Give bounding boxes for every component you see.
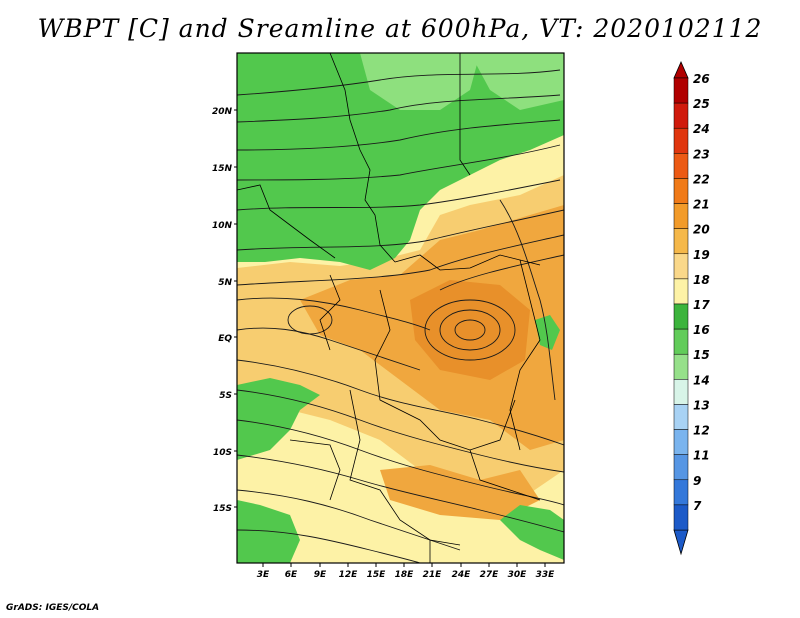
colorbar-swatch xyxy=(674,229,688,254)
colorbar-swatch xyxy=(674,354,688,379)
lat-label: 10S xyxy=(213,448,232,458)
colorbar-swatch xyxy=(674,78,688,103)
lon-label: 21E xyxy=(423,570,443,580)
colorbar-swatch xyxy=(674,204,688,229)
colorbar-swatch xyxy=(674,430,688,455)
colorbar-label: 19 xyxy=(693,248,710,262)
colorbar: 26 25 24 23 22 21 20 19 18 17 16 15 14 13 12 11 9 7 xyxy=(674,62,710,554)
lon-label: 30E xyxy=(508,570,528,580)
lon-axis: 3E 6E 9E 12E 15E 18E 21E 24E 27E 30E 33E xyxy=(257,570,555,580)
colorbar-label: 7 xyxy=(693,499,702,513)
colorbar-label: 25 xyxy=(693,97,710,111)
lon-label: 15E xyxy=(367,570,387,580)
lat-label: 20N xyxy=(212,107,233,117)
footer-credit: GrADS: IGES/COLA xyxy=(6,603,99,613)
colorbar-swatch xyxy=(674,279,688,304)
lon-label: 9E xyxy=(314,570,327,580)
colorbar-swatch xyxy=(674,505,688,530)
colorbar-label: 22 xyxy=(693,172,710,186)
lon-label: 12E xyxy=(339,570,359,580)
colorbar-label: 12 xyxy=(693,424,710,438)
colorbar-swatch xyxy=(674,254,688,279)
lon-label: 6E xyxy=(285,570,298,580)
lat-label: 5N xyxy=(218,278,232,288)
colorbar-label: 26 xyxy=(693,72,710,86)
colorbar-label: 9 xyxy=(693,474,701,488)
colorbar-swatch xyxy=(674,304,688,329)
lat-label: 15N xyxy=(212,164,233,174)
colorbar-top-arrow xyxy=(674,62,688,78)
lon-label: 27E xyxy=(480,570,500,580)
colorbar-label: 21 xyxy=(693,198,710,212)
map-field xyxy=(237,53,564,563)
colorbar-swatch xyxy=(674,128,688,153)
colorbar-swatch xyxy=(674,329,688,354)
colorbar-swatch xyxy=(674,103,688,128)
colorbar-swatch xyxy=(674,379,688,404)
lat-label: EQ xyxy=(218,334,232,344)
colorbar-label: 17 xyxy=(693,298,710,312)
colorbar-swatch xyxy=(674,404,688,429)
lat-label: 15S xyxy=(213,504,232,514)
colorbar-label: 14 xyxy=(693,373,710,387)
colorbar-swatch xyxy=(674,178,688,203)
colorbar-label: 23 xyxy=(693,147,710,161)
lat-label: 10N xyxy=(212,221,233,231)
colorbar-swatch xyxy=(674,153,688,178)
colorbar-bottom-arrow xyxy=(674,530,688,554)
colorbar-label: 16 xyxy=(693,323,710,337)
colorbar-label: 11 xyxy=(693,449,710,463)
colorbar-label: 18 xyxy=(693,273,710,287)
colorbar-swatch xyxy=(674,480,688,505)
colorbar-swatch xyxy=(674,455,688,480)
lon-label: 24E xyxy=(452,570,472,580)
lat-label: 5S xyxy=(219,391,232,401)
colorbar-label: 24 xyxy=(693,122,710,136)
lat-axis: 20N 15N 10N 5N EQ 5S 10S 15S xyxy=(212,107,233,514)
lon-label: 18E xyxy=(395,570,415,580)
lon-label: 33E xyxy=(536,570,556,580)
colorbar-label: 13 xyxy=(693,398,710,412)
colorbar-label: 20 xyxy=(693,223,710,237)
colorbar-label: 15 xyxy=(693,348,710,362)
lon-label: 3E xyxy=(257,570,270,580)
